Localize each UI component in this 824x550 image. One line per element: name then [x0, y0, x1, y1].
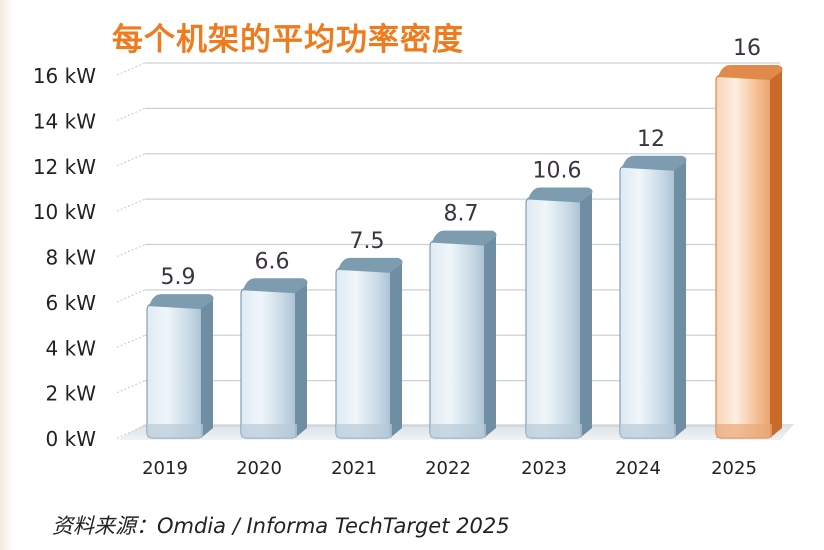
x-tick-label: 2023: [521, 458, 567, 479]
gridline-diagonal: [116, 153, 146, 167]
bar-base: [336, 424, 392, 438]
y-tick-label: 10 kW: [33, 200, 96, 224]
bar-side: [390, 261, 402, 438]
bar-body: [146, 303, 204, 439]
bar-2024: 12: [619, 127, 687, 439]
x-tick-label: 2021: [331, 458, 377, 479]
bar-value-label: 10.6: [533, 159, 582, 184]
bar-body: [240, 287, 298, 439]
gridline-diagonal: [116, 380, 146, 394]
bar-cap: [432, 230, 497, 246]
gridline-diagonal: [116, 334, 146, 348]
bar-body: [335, 267, 393, 439]
bar-base: [430, 424, 486, 438]
bar-body: [619, 165, 677, 439]
chart-title: 每个机架的平均功率密度: [112, 22, 464, 58]
bar-cap: [528, 187, 593, 203]
bar-side: [201, 298, 213, 438]
gridline-diagonal: [116, 198, 146, 212]
bar-body: [525, 197, 583, 439]
y-tick-label: 2 kW: [46, 382, 97, 406]
bar-2025: 16: [715, 36, 783, 439]
y-tick-label: 12 kW: [33, 155, 96, 179]
bar-body: [715, 74, 773, 439]
gridline-diagonal: [116, 107, 146, 121]
bar-2019: 5.9: [146, 265, 214, 439]
x-tick-label: 2025: [711, 458, 757, 479]
edge-glow: [0, 0, 14, 550]
bar-2021: 7.5: [335, 229, 403, 439]
bar-value-label: 12: [637, 127, 665, 152]
bar-cap: [243, 278, 308, 294]
bar-cap: [149, 294, 214, 310]
bar-base: [620, 424, 676, 438]
x-tick-label: 2019: [142, 458, 188, 479]
bar-value-label: 8.7: [444, 202, 479, 227]
y-tick-label: 6 kW: [46, 291, 97, 315]
x-axis-labels: 2019 2020 2021 2022 2023 2024 2025: [142, 458, 757, 479]
y-axis-labels: 0 kW 2 kW 4 kW 6 kW 8 kW 10 kW 12 kW 14 kW 16 kW: [33, 64, 96, 451]
gridline-diagonal: [116, 289, 146, 303]
gridline-diagonal: [116, 243, 146, 258]
x-tick-label: 2020: [236, 458, 282, 479]
bar-value-label: 16: [733, 36, 761, 61]
bar-side: [580, 191, 592, 438]
x-tick-label: 2022: [425, 458, 471, 479]
bar-body: [429, 240, 487, 439]
bar-value-label: 6.6: [255, 249, 290, 274]
source-note: 资料来源：Omdia / Informa TechTarget 2025: [52, 514, 510, 538]
bar-base: [241, 424, 297, 438]
y-tick-label: 16 kW: [33, 64, 96, 88]
bar-cap: [622, 155, 687, 171]
bars: 5.9 6.6 7.5 8.7 10.6 12 16: [146, 36, 783, 439]
bar-base: [526, 424, 582, 438]
gridline-diagonal: [116, 425, 146, 439]
bar-side: [674, 159, 686, 438]
bar-side: [295, 282, 307, 438]
gridline-diagonal: [116, 62, 146, 76]
bar-base: [147, 424, 203, 438]
bar-side: [484, 234, 496, 438]
y-tick-label: 8 kW: [46, 246, 97, 270]
bar-cap: [338, 257, 403, 273]
y-tick-label: 4 kW: [46, 336, 97, 360]
bar-value-label: 7.5: [350, 229, 385, 254]
y-tick-label: 0 kW: [46, 427, 97, 451]
x-tick-label: 2024: [615, 458, 661, 479]
bar-2020: 6.6: [240, 249, 308, 439]
bar-side: [770, 69, 782, 438]
bar-2022: 8.7: [429, 202, 497, 439]
bar-cap: [718, 65, 783, 80]
bar-base: [716, 424, 772, 438]
bar-value-label: 5.9: [161, 265, 196, 290]
bar-2023: 10.6: [525, 159, 593, 439]
y-tick-label: 14 kW: [33, 109, 96, 133]
